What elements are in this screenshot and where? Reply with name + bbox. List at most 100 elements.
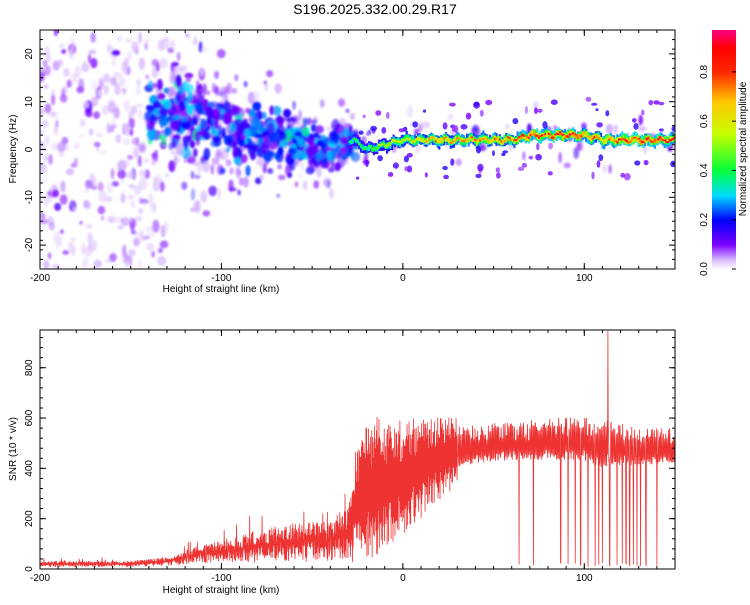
spectrogram-side-lobe [370, 125, 377, 132]
spectrogram-ridge-segment [549, 135, 552, 139]
colorbar-segment [712, 251, 736, 254]
spectrogram-noise-blob [50, 142, 59, 151]
spectrogram-noise-blob [243, 81, 248, 88]
spectrogram-noise-blob [123, 100, 131, 112]
spectrogram-side-lobe [623, 173, 631, 181]
spectrogram-ridge-segment [482, 138, 485, 140]
spectrogram-ridge-segment [575, 134, 578, 137]
spectrogram-noise-blob [193, 200, 201, 213]
colorbar-segment [712, 175, 736, 178]
spectrogram-noise-blob [210, 164, 214, 175]
spectrogram-ridge-segment [452, 140, 456, 142]
spectrogram-noise-blob [455, 158, 462, 166]
spectrogram-noise-blob [252, 90, 260, 103]
spectrogram-noise-blob [163, 36, 169, 43]
spectrogram-side-lobe [537, 108, 543, 113]
spectrogram-ridge-segment [666, 139, 669, 143]
spectrogram-ridge-segment [528, 133, 531, 138]
spectrogram-ridge-segment [634, 136, 637, 139]
spectrogram-noise-blob [274, 83, 282, 94]
spectrogram-ridge-segment [642, 141, 645, 143]
spectrogram-noise-blob [50, 89, 56, 95]
spectrogram-ridge-segment [621, 138, 624, 141]
spectrogram-ridge-segment [392, 139, 395, 142]
x-tick-label: -200 [30, 573, 50, 584]
colorbar-segment [712, 30, 736, 33]
spectrogram-side-lobe [620, 172, 625, 178]
spectrogram-ridge-segment [444, 136, 447, 139]
spectrogram-ridge-segment [614, 140, 617, 143]
spectrogram-noise-blob [138, 31, 142, 44]
spectrogram-signal-blob [198, 129, 207, 137]
spectrogram-noise-blob [117, 160, 127, 173]
spectrogram-noise-blob [129, 128, 134, 136]
spectrogram-ridge-segment [501, 141, 505, 144]
spectrogram-noise-blob [59, 43, 65, 48]
colorbar-segment [712, 177, 736, 180]
spectrogram-ridge-segment [637, 137, 640, 140]
spectrogram-noise-blob [130, 105, 138, 115]
spectrogram-noise-blob [608, 164, 612, 174]
spectrogram-ridge-segment [608, 138, 611, 141]
spectrogram-ridge-segment [387, 143, 390, 146]
y-tick-label: 20 [24, 48, 35, 60]
spectrogram-noise-blob [138, 197, 144, 205]
colorbar-segment [712, 71, 736, 75]
spectrogram-signal-blob [240, 134, 246, 140]
spectrogram-signal-blob [145, 104, 154, 112]
spectrogram-noise-blob [116, 36, 122, 42]
spectrogram-signal-blob [297, 138, 306, 147]
spectrogram-noise-blob [284, 164, 290, 176]
spectrogram-ridge-segment [539, 135, 542, 138]
spectrogram-noise-blob [415, 143, 421, 154]
spectrogram-ridge-segment [457, 137, 460, 140]
spectrogram-ridge-segment [356, 140, 359, 143]
spectrogram-noise-blob [137, 155, 142, 167]
spectrogram-ridge-segment [474, 139, 477, 141]
y-tick-label: 0 [24, 566, 35, 572]
spectrogram-y-axis-label: Frequency (Hz) [8, 115, 19, 184]
colorbar-segment [712, 195, 736, 198]
spectrogram-noise-blob [97, 181, 104, 192]
colorbar-segment [712, 137, 736, 141]
spectrogram-signal-blob [160, 119, 168, 127]
spectrogram-noise-blob [174, 152, 178, 166]
spectrogram-ridge-segment [619, 138, 622, 141]
spectrogram-signal-blob [151, 152, 157, 160]
spectrogram-side-lobe [404, 166, 408, 171]
snr-axes: -200 -100 0 100 0 200 400 600 800 [24, 330, 676, 584]
spectrogram-ridge-segment [379, 142, 382, 147]
spectrogram-signal-blob [181, 121, 191, 131]
spectrogram-side-lobe [355, 176, 360, 180]
spectrogram-ridge-segment [408, 137, 411, 140]
spectrogram-area [40, 30, 675, 269]
spectrogram-ridge [348, 96, 675, 181]
spectrogram-side-lobe [460, 124, 468, 130]
spectrogram-noise-blob [65, 168, 74, 176]
spectrogram-side-lobe [634, 160, 641, 166]
spectrogram-signal-blob [170, 120, 179, 132]
spectrogram-noise-blob [123, 214, 127, 224]
spectrogram-ridge-segment [666, 141, 669, 143]
spectrogram-noise-blob [85, 179, 94, 189]
spectrogram-noise-blob [185, 33, 190, 38]
spectrogram-noise-blob [97, 205, 106, 215]
spectrogram-ridge-segment [353, 138, 356, 141]
spectrogram-ridge-segment [448, 138, 451, 141]
spectrogram-side-lobe [387, 172, 394, 177]
spectrogram-ridge-segment [470, 138, 474, 142]
spectrogram-noise-blob [128, 117, 135, 129]
colorbar-segment [712, 115, 736, 119]
colorbar-segment [712, 165, 736, 169]
spectrogram-noise-blob [81, 259, 88, 269]
spectrogram-ridge-segment [459, 137, 462, 143]
spectrogram-ridge-segment [624, 139, 627, 142]
spectrogram-ridge-segment [593, 135, 596, 139]
spectrogram-ridge-segment [622, 138, 625, 142]
spectrogram-ridge-segment [439, 141, 443, 143]
spectrogram-side-lobe [475, 173, 482, 179]
spectrogram-noise-blob [106, 43, 112, 53]
spectrogram-ridge-segment [537, 136, 540, 139]
spectrogram-ridge-segment [559, 131, 562, 134]
